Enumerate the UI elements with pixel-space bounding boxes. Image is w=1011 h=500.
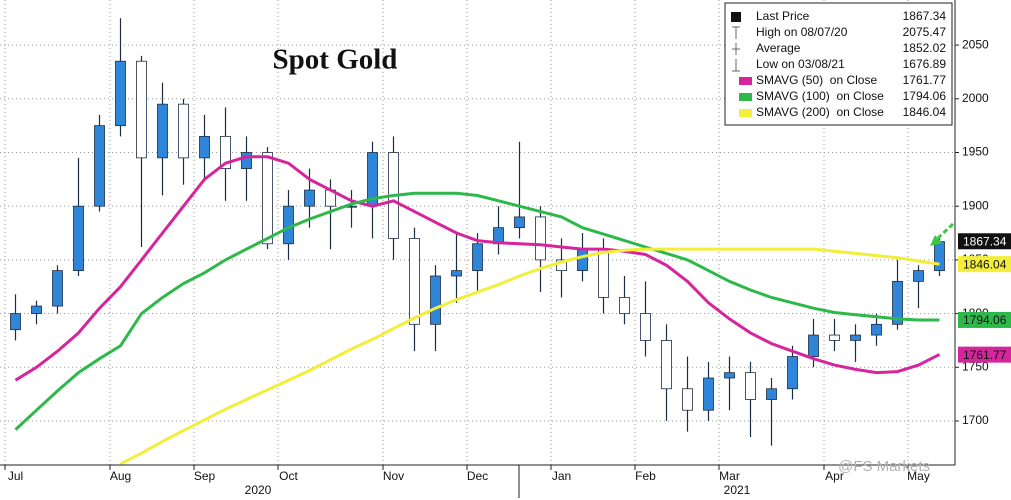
- candle-body: [619, 297, 630, 314]
- candle-body: [787, 356, 798, 390]
- candle-body: [115, 60, 126, 127]
- x-tick-label: Sep: [194, 469, 216, 483]
- price-tags: 1867.34 1761.77 1794.06 1846.04: [958, 233, 1011, 363]
- candle-body: [850, 334, 861, 341]
- price-tag-label: 1846.04: [963, 257, 1007, 271]
- legend-label: SMAVG (200) on Close: [756, 105, 884, 119]
- price-tag: [958, 256, 1011, 273]
- candle-body: [430, 275, 441, 325]
- legend-label: High on 08/07/20: [756, 25, 848, 39]
- candle-body: [52, 270, 63, 307]
- y-tick-label: 1700: [962, 413, 989, 427]
- candle-body: [199, 135, 210, 159]
- candle-body: [577, 248, 588, 272]
- year-label: 2021: [724, 483, 751, 497]
- y-tick-label: 1750: [962, 359, 989, 373]
- y-tick-label: 2050: [962, 37, 989, 51]
- x-tick-label: Mar: [719, 469, 740, 483]
- x-tick-label: Jan: [552, 469, 571, 483]
- legend-value: 1761.77: [903, 73, 947, 87]
- candle-body: [178, 103, 189, 159]
- price-tag: [958, 311, 1011, 328]
- candle-body: [598, 248, 609, 298]
- x-tick-label: Nov: [383, 469, 404, 483]
- candle-body: [913, 270, 924, 282]
- candle-body: [556, 259, 567, 272]
- legend-swatch: [731, 12, 741, 22]
- x-tick-label: Dec: [467, 469, 488, 483]
- candle-body: [10, 313, 21, 331]
- annotation-arrow: [930, 222, 955, 246]
- candle-body: [514, 216, 525, 229]
- candle-body: [472, 243, 483, 272]
- candle-body: [262, 152, 273, 245]
- chart-title: Spot Gold: [273, 44, 398, 76]
- candle-body: [871, 323, 882, 336]
- plot: [10, 18, 945, 466]
- legend-value: 1846.04: [903, 105, 947, 119]
- candle-body: [304, 189, 315, 207]
- x-tick-label: Apr: [825, 469, 844, 483]
- y-tick-label: 2000: [962, 91, 989, 105]
- candle-body: [94, 125, 105, 207]
- ma-line: [14, 191, 940, 431]
- ma-line: [14, 155, 941, 382]
- candle-body: [535, 216, 546, 261]
- candle-body: [157, 103, 168, 159]
- price-tag-label: 1867.34: [963, 234, 1007, 248]
- x-tick-label: May: [907, 469, 930, 483]
- candle-body: [766, 388, 777, 400]
- x-tick-label: Aug: [110, 469, 131, 483]
- candle-body: [220, 135, 231, 170]
- candle-body: [451, 270, 462, 277]
- candle-body: [409, 238, 420, 325]
- legend-value: 2075.47: [903, 25, 947, 39]
- legend-value: 1794.06: [903, 89, 947, 103]
- legend-value: 1852.02: [903, 41, 947, 55]
- watermark: @FS Markets: [838, 458, 930, 475]
- legend-value: 1676.89: [903, 57, 947, 71]
- legend-swatch: [739, 93, 752, 101]
- candle-body: [241, 152, 252, 170]
- candle-body: [682, 388, 693, 411]
- candle-body: [808, 334, 819, 357]
- legend-label: Last Price: [756, 9, 810, 23]
- candle-body: [892, 280, 903, 325]
- candle-body: [136, 60, 147, 159]
- x-tick-label: Jul: [8, 469, 23, 483]
- legend-value: 1867.34: [903, 9, 947, 23]
- candle-body: [31, 305, 42, 314]
- candle-body: [934, 241, 945, 272]
- y-tick-label: 1900: [962, 198, 989, 212]
- x-tick-label: Oct: [279, 469, 298, 483]
- x-tick-label: Feb: [635, 469, 656, 483]
- price-tag-label: 1761.77: [963, 348, 1007, 362]
- price-tag: [958, 233, 1011, 250]
- legend-label: Average: [756, 41, 801, 55]
- candle-body: [661, 340, 672, 390]
- legend-box: [724, 2, 953, 126]
- price-tag-label: 1794.06: [963, 313, 1007, 327]
- legend: Last Price 1867.34 High on 08/07/20 2075.47…: [724, 2, 953, 126]
- candle-body: [745, 372, 756, 400]
- year-label: 2020: [245, 483, 272, 497]
- legend-swatch: [739, 77, 752, 85]
- candle-body: [703, 377, 714, 411]
- legend-label: Low on 03/08/21: [756, 57, 845, 71]
- candle-body: [829, 334, 840, 341]
- legend-swatch: [739, 109, 752, 117]
- price-tag: [958, 346, 1011, 363]
- ma-line: [119, 247, 940, 466]
- candle-body: [724, 372, 735, 379]
- candle-body: [640, 313, 651, 341]
- candle-body: [73, 205, 84, 272]
- legend-label: SMAVG (100) on Close: [756, 89, 884, 103]
- y-tick-label: 1950: [962, 145, 989, 159]
- legend-label: SMAVG (50) on Close: [756, 73, 877, 87]
